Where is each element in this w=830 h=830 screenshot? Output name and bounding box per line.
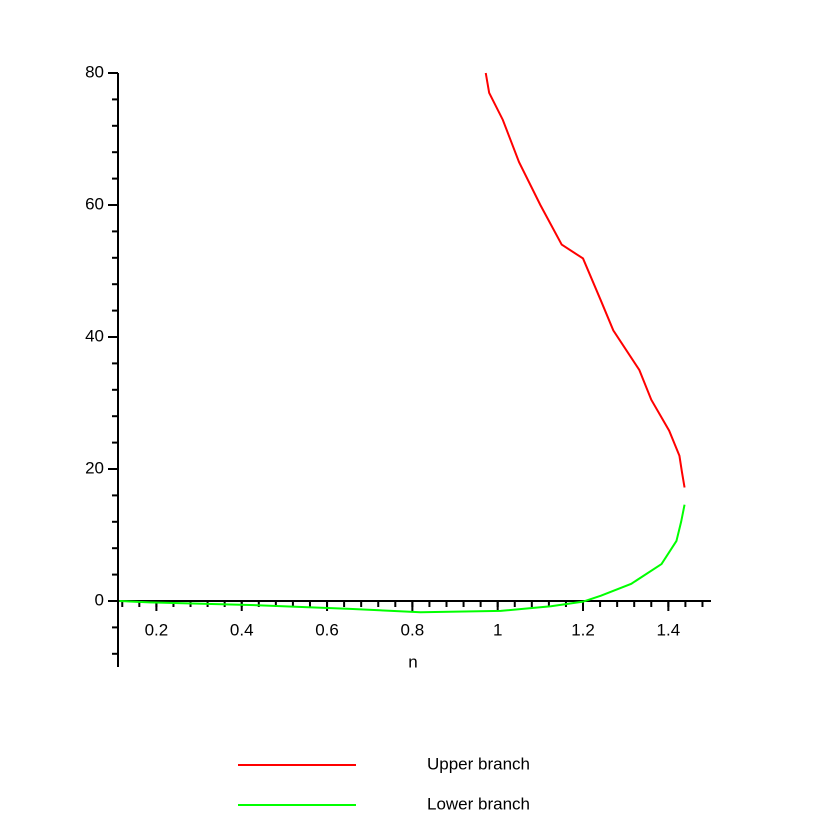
x-tick-label: 1: [493, 620, 502, 639]
y-tick-label: 60: [85, 194, 104, 213]
x-tick-label: 0.8: [401, 620, 425, 639]
x-tick-label: 0.6: [315, 620, 339, 639]
y-tick-label: 0: [95, 590, 104, 609]
x-axis-label: n: [408, 652, 417, 671]
legend-label: Upper branch: [427, 754, 530, 773]
y-tick-label: 20: [85, 458, 104, 477]
legend-label: Lower branch: [427, 794, 530, 813]
x-tick-label: 0.4: [230, 620, 254, 639]
x-tick-label: 1.4: [657, 620, 681, 639]
y-tick-label: 80: [85, 62, 104, 81]
y-tick-label: 40: [85, 326, 104, 345]
x-tick-label: 0.2: [145, 620, 169, 639]
series-line: [119, 504, 686, 614]
series-line: [484, 72, 686, 488]
x-tick-label: 1.2: [571, 620, 595, 639]
